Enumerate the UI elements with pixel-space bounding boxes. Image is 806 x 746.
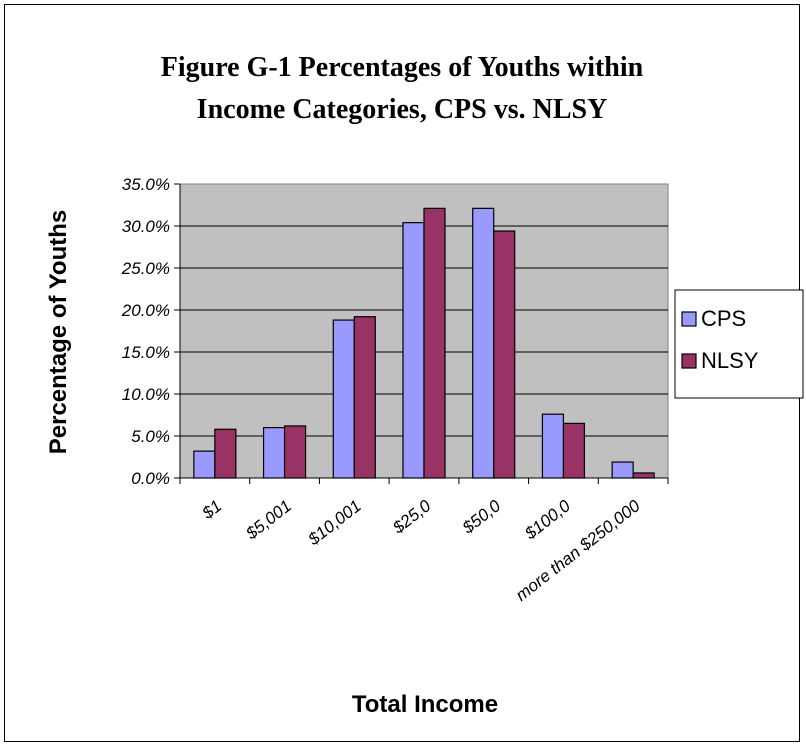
x-tick-label: $10,001 xyxy=(304,496,365,549)
bar-nlsy-3 xyxy=(423,207,446,479)
bar-cps-2 xyxy=(332,319,355,479)
y-tick-label: 5.0% xyxy=(131,427,170,446)
bar-nlsy-1 xyxy=(283,425,307,479)
x-tick-label: $100,0 xyxy=(520,496,574,544)
x-tick-label: $5,001 xyxy=(242,496,295,544)
y-tick-label: 25.0% xyxy=(121,259,170,278)
bar-cps-1 xyxy=(262,427,286,479)
legend-label-cps: CPS xyxy=(701,306,746,331)
x-axis-title: Total Income xyxy=(352,691,498,718)
bar-nlsy-2 xyxy=(353,316,376,479)
bar-nlsy-5 xyxy=(562,422,586,479)
bar-cps-6 xyxy=(611,461,634,479)
bar-nlsy-6 xyxy=(632,472,655,479)
y-tick-label: 20.0% xyxy=(121,301,170,320)
legend-swatch-cps xyxy=(681,311,697,327)
x-tick-label: more than $250,000 xyxy=(512,496,644,605)
y-tick-label: 0.0% xyxy=(131,469,170,488)
bar-nlsy-4 xyxy=(493,230,516,479)
y-tick-label: 15.0% xyxy=(122,343,170,362)
y-axis-title: Percentage of Youths xyxy=(45,210,72,455)
chart-title-line-2: Income Categories, CPS vs. NLSY xyxy=(196,94,608,125)
bar-nlsy-0 xyxy=(214,428,237,479)
bar-cps-5 xyxy=(541,413,565,479)
x-tick-label: $50,0 xyxy=(458,496,504,538)
y-tick-label: 30.0% xyxy=(122,217,170,236)
x-tick-label: $1 xyxy=(198,496,225,523)
legend-box xyxy=(674,289,804,399)
chart-title: Figure G-1 Percentages of Youths within … xyxy=(5,47,799,131)
bar-cps-4 xyxy=(472,207,495,479)
legend-swatch-nlsy xyxy=(681,353,697,369)
y-tick-label: 35.0% xyxy=(122,175,170,194)
x-tick-label: $25,0 xyxy=(388,496,434,538)
y-tick-label: 10.0% xyxy=(122,385,170,404)
bar-cps-3 xyxy=(402,222,425,479)
bar-cps-0 xyxy=(193,450,216,479)
legend-label-nlsy: NLSY xyxy=(701,348,759,373)
chart-title-line-1: Figure G-1 Percentages of Youths within xyxy=(160,52,644,83)
